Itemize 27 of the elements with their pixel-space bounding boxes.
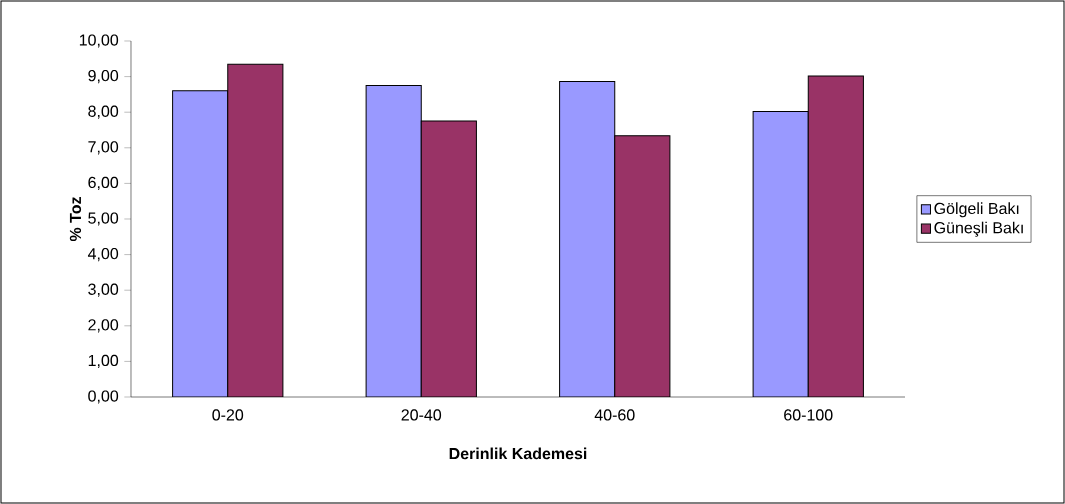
y-tick-label: 9,00 [88,69,119,84]
y-tick-label: 1,00 [88,354,119,369]
y-tick-label: 3,00 [88,283,119,297]
bar [420,120,477,397]
y-tick-label: 4,00 [87,247,119,262]
y-axis-title: % Toz [69,197,82,242]
legend-label: Güneşli Bakı [934,221,1023,237]
y-tick-label: 7,00 [88,141,119,155]
y-tick-label: 0,00 [88,390,119,404]
y-tick-label: 8,00 [88,105,119,119]
legend-label: Gölgeli Bakı [934,202,1019,218]
x-axis-title: Derinlik Kademesi [449,447,587,460]
x-tick-label: 0-20 [212,409,244,421]
y-tick-label: 2,00 [88,319,119,333]
bar [227,63,284,397]
y-tick-label: 5,00 [88,212,119,226]
y-tick-label: 6,00 [88,176,119,191]
bar [807,75,864,397]
bar [614,135,671,397]
bar [752,110,809,397]
bar [172,90,229,397]
x-tick-label: 40-60 [594,409,635,421]
bar [365,85,422,397]
bar [559,81,616,397]
y-tick-label: 10,00 [79,34,119,48]
x-tick-label: 20-40 [401,409,442,421]
x-tick-label: 60-100 [784,409,833,421]
